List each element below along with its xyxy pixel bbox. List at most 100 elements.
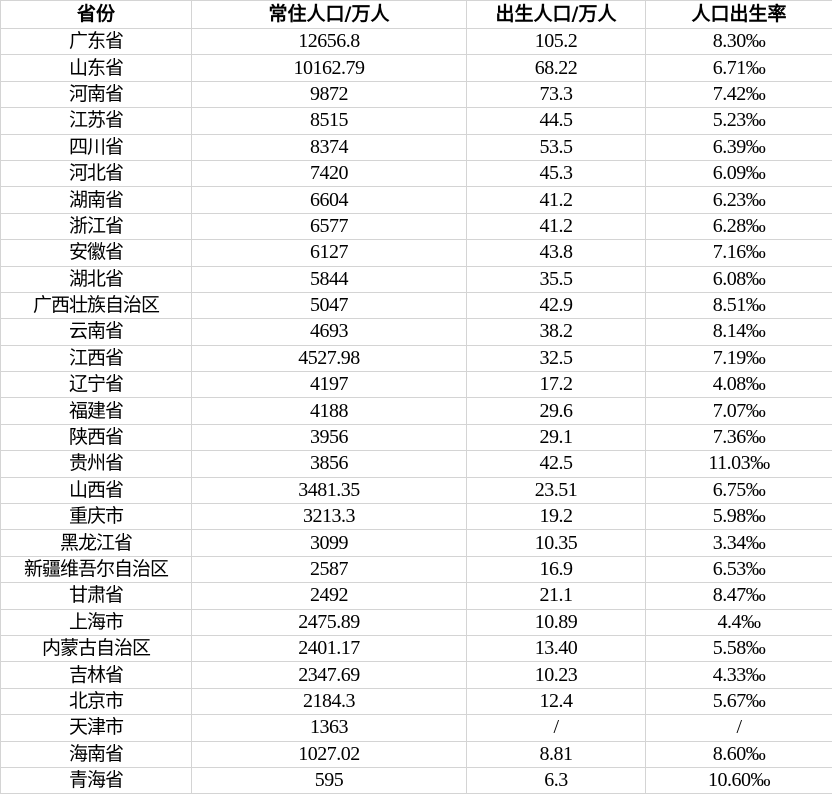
- cell-resident-population: 4693: [191, 318, 467, 346]
- cell-birth-rate: 5.58‰: [645, 634, 832, 663]
- cell-birth-rate: 4.08‰: [645, 371, 832, 399]
- cell-births: 6.3: [466, 766, 646, 795]
- table-row: 四川省 8374 53.5 6.39‰: [0, 133, 832, 161]
- cell-births: 29.1: [466, 423, 646, 452]
- cell-birth-rate: 7.42‰: [645, 80, 832, 109]
- cell-resident-population: 4197: [191, 371, 467, 399]
- table-row: 新疆维吾尔自治区 2587 16.9 6.53‰: [0, 555, 832, 584]
- cell-province: 上海市: [0, 608, 192, 636]
- cell-birth-rate: 11.03‰: [645, 450, 832, 478]
- cell-birth-rate: 4.33‰: [645, 661, 832, 689]
- cell-province: 陕西省: [0, 423, 192, 452]
- header-province: 省份: [0, 0, 192, 29]
- cell-birth-rate: 7.07‰: [645, 397, 832, 425]
- header-row: 省份 常住人口/万人 出生人口/万人 人口出生率: [0, 0, 832, 29]
- table-row: 青海省 595 6.3 10.60‰: [0, 766, 832, 795]
- cell-province: 内蒙古自治区: [0, 634, 192, 663]
- cell-province: 广东省: [0, 27, 192, 56]
- cell-resident-population: 8374: [191, 133, 467, 161]
- cell-birth-rate: 6.08‰: [645, 265, 832, 293]
- table-row: 河北省 7420 45.3 6.09‰: [0, 159, 832, 188]
- cell-births: 43.8: [466, 239, 646, 267]
- cell-province: 江苏省: [0, 107, 192, 135]
- cell-province: 青海省: [0, 766, 192, 795]
- cell-province: 云南省: [0, 318, 192, 346]
- cell-resident-population: 4188: [191, 397, 467, 425]
- cell-resident-population: 2492: [191, 582, 467, 610]
- cell-resident-population: 3956: [191, 423, 467, 452]
- cell-birth-rate: 6.09‰: [645, 159, 832, 188]
- cell-births: 23.51: [466, 476, 646, 505]
- cell-province: 海南省: [0, 740, 192, 768]
- cell-birth-rate: 8.14‰: [645, 318, 832, 346]
- table-row: 河南省 9872 73.3 7.42‰: [0, 80, 832, 109]
- cell-province: 辽宁省: [0, 371, 192, 399]
- cell-births: 8.81: [466, 740, 646, 768]
- cell-births: 38.2: [466, 318, 646, 346]
- cell-births: 10.23: [466, 661, 646, 689]
- cell-province: 江西省: [0, 344, 192, 373]
- cell-births: 42.9: [466, 291, 646, 320]
- cell-birth-rate: 5.23‰: [645, 107, 832, 135]
- cell-province: 山西省: [0, 476, 192, 505]
- header-birth-rate: 人口出生率: [645, 0, 832, 29]
- cell-resident-population: 2475.89: [191, 608, 467, 636]
- table-row: 内蒙古自治区 2401.17 13.40 5.58‰: [0, 634, 832, 663]
- table-row: 贵州省 3856 42.5 11.03‰: [0, 450, 832, 478]
- cell-births: 21.1: [466, 582, 646, 610]
- cell-resident-population: 595: [191, 766, 467, 795]
- cell-province: 浙江省: [0, 212, 192, 241]
- table-row: 吉林省 2347.69 10.23 4.33‰: [0, 661, 832, 689]
- cell-province: 吉林省: [0, 661, 192, 689]
- cell-province: 四川省: [0, 133, 192, 161]
- table-row: 江西省 4527.98 32.5 7.19‰: [0, 344, 832, 373]
- table-row: 云南省 4693 38.2 8.14‰: [0, 318, 832, 346]
- cell-resident-population: 8515: [191, 107, 467, 135]
- table-row: 陕西省 3956 29.1 7.36‰: [0, 423, 832, 452]
- table-row: 安徽省 6127 43.8 7.16‰: [0, 239, 832, 267]
- table-row: 广西壮族自治区 5047 42.9 8.51‰: [0, 291, 832, 320]
- cell-births: 16.9: [466, 555, 646, 584]
- cell-resident-population: 5844: [191, 265, 467, 293]
- cell-births: 10.35: [466, 529, 646, 557]
- table-row: 辽宁省 4197 17.2 4.08‰: [0, 371, 832, 399]
- cell-resident-population: 6127: [191, 239, 467, 267]
- cell-province: 北京市: [0, 687, 192, 716]
- cell-resident-population: 3481.35: [191, 476, 467, 505]
- header-resident-population: 常住人口/万人: [191, 0, 467, 29]
- cell-province: 福建省: [0, 397, 192, 425]
- cell-births: 44.5: [466, 107, 646, 135]
- cell-province: 天津市: [0, 714, 192, 742]
- cell-province: 安徽省: [0, 239, 192, 267]
- table-row: 江苏省 8515 44.5 5.23‰: [0, 107, 832, 135]
- cell-birth-rate: 8.51‰: [645, 291, 832, 320]
- cell-births: 32.5: [466, 344, 646, 373]
- cell-resident-population: 2401.17: [191, 634, 467, 663]
- cell-birth-rate: 3.34‰: [645, 529, 832, 557]
- cell-births: 41.2: [466, 186, 646, 214]
- cell-province: 河南省: [0, 80, 192, 109]
- cell-resident-population: 1363: [191, 714, 467, 742]
- cell-births: 68.22: [466, 54, 646, 82]
- cell-births: 35.5: [466, 265, 646, 293]
- table-row: 湖北省 5844 35.5 6.08‰: [0, 265, 832, 293]
- cell-births: 19.2: [466, 503, 646, 531]
- cell-province: 黑龙江省: [0, 529, 192, 557]
- cell-birth-rate: 5.98‰: [645, 503, 832, 531]
- cell-resident-population: 5047: [191, 291, 467, 320]
- cell-province: 湖北省: [0, 265, 192, 293]
- cell-birth-rate: 7.36‰: [645, 423, 832, 452]
- table-row: 北京市 2184.3 12.4 5.67‰: [0, 687, 832, 716]
- cell-province: 新疆维吾尔自治区: [0, 555, 192, 584]
- table-row: 山东省 10162.79 68.22 6.71‰: [0, 54, 832, 82]
- cell-birth-rate: 8.60‰: [645, 740, 832, 768]
- cell-resident-population: 9872: [191, 80, 467, 109]
- cell-birth-rate: 10.60‰: [645, 766, 832, 795]
- cell-births: 42.5: [466, 450, 646, 478]
- cell-province: 广西壮族自治区: [0, 291, 192, 320]
- cell-birth-rate: 6.75‰: [645, 476, 832, 505]
- cell-resident-population: 3213.3: [191, 503, 467, 531]
- cell-province: 贵州省: [0, 450, 192, 478]
- cell-birth-rate: 6.28‰: [645, 212, 832, 241]
- cell-resident-population: 2184.3: [191, 687, 467, 716]
